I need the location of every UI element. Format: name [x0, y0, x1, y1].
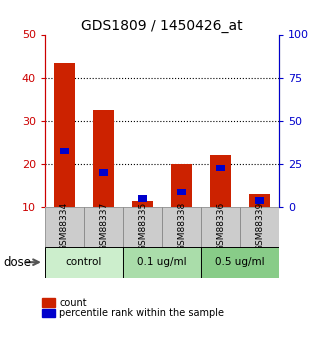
Bar	[84, 207, 123, 247]
Text: GSM88337: GSM88337	[99, 202, 108, 252]
Bar	[171, 164, 192, 207]
Bar	[45, 207, 84, 247]
Bar	[210, 155, 231, 207]
Text: GSM88339: GSM88339	[255, 202, 264, 252]
Bar	[123, 207, 162, 247]
Bar	[255, 197, 264, 204]
Bar	[249, 194, 271, 207]
Text: 0.5 ug/ml: 0.5 ug/ml	[215, 257, 265, 267]
Bar	[93, 110, 114, 207]
Text: percentile rank within the sample: percentile rank within the sample	[59, 308, 224, 318]
Bar	[45, 247, 123, 278]
Text: GSM88338: GSM88338	[177, 202, 186, 252]
Text: control: control	[66, 257, 102, 267]
Bar	[162, 207, 201, 247]
Text: 0.1 ug/ml: 0.1 ug/ml	[137, 257, 187, 267]
Text: count: count	[59, 298, 87, 308]
Bar	[60, 148, 69, 154]
Bar	[54, 62, 75, 207]
Text: GSM88335: GSM88335	[138, 202, 147, 252]
Bar	[177, 189, 186, 195]
Bar	[201, 207, 240, 247]
Bar	[123, 247, 201, 278]
Text: GSM88334: GSM88334	[60, 202, 69, 252]
Bar	[138, 195, 147, 201]
Bar	[99, 169, 108, 176]
Bar	[132, 200, 153, 207]
Bar	[201, 247, 279, 278]
Text: dose: dose	[3, 256, 31, 269]
Title: GDS1809 / 1450426_at: GDS1809 / 1450426_at	[81, 19, 243, 33]
Bar	[216, 165, 225, 171]
Bar	[240, 207, 279, 247]
Text: GSM88336: GSM88336	[216, 202, 225, 252]
